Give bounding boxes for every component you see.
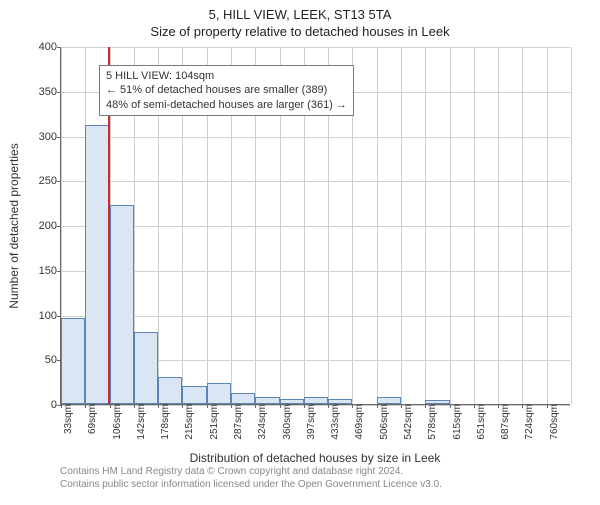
- xtick-label: 287sqm: [231, 404, 244, 440]
- gridline-v: [377, 47, 378, 404]
- xtick-label: 33sqm: [61, 404, 74, 434]
- xtick-label: 433sqm: [328, 404, 341, 440]
- gridline-v: [571, 47, 572, 404]
- histogram-bar: [110, 205, 134, 404]
- histogram-bar: [231, 393, 255, 404]
- gridline-v: [474, 47, 475, 404]
- xtick-label: 724sqm: [522, 404, 535, 440]
- xtick-label: 615sqm: [450, 404, 463, 440]
- ytick-label: 100: [31, 310, 61, 322]
- xtick-label: 142sqm: [134, 404, 147, 440]
- x-axis-label: Distribution of detached houses by size …: [60, 451, 570, 465]
- xtick-label: 106sqm: [110, 404, 123, 440]
- ytick-label: 0: [31, 399, 61, 411]
- xtick-label: 687sqm: [498, 404, 511, 440]
- xtick-label: 324sqm: [255, 404, 268, 440]
- gridline-v: [522, 47, 523, 404]
- chart-container: 5, HILL VIEW, LEEK, ST13 5TA Size of pro…: [0, 5, 600, 505]
- gridline-h: [61, 47, 570, 48]
- xtick-label: 251sqm: [207, 404, 220, 440]
- plot-area: 05010015020025030035040033sqm69sqm106sqm…: [60, 47, 570, 405]
- histogram-bar: [182, 386, 206, 404]
- ytick-label: 350: [31, 86, 61, 98]
- xtick-label: 178sqm: [158, 404, 171, 440]
- xtick-label: 578sqm: [425, 404, 438, 440]
- y-axis-label: Number of detached properties: [7, 126, 21, 326]
- histogram-bar: [328, 399, 352, 404]
- histogram-bar: [377, 397, 401, 404]
- histogram-bar: [280, 399, 304, 404]
- gridline-h: [61, 137, 570, 138]
- footnote: Contains HM Land Registry data © Crown c…: [60, 465, 442, 491]
- ytick-label: 200: [31, 220, 61, 232]
- xtick-label: 215sqm: [182, 404, 195, 440]
- histogram-bar: [85, 125, 109, 404]
- histogram-bar: [425, 400, 449, 404]
- gridline-v: [547, 47, 548, 404]
- gridline-h: [61, 271, 570, 272]
- gridline-v: [425, 47, 426, 404]
- annotation-line2: ← 51% of detached houses are smaller (38…: [106, 83, 347, 97]
- xtick-label: 651sqm: [474, 404, 487, 440]
- chart-title-line1: 5, HILL VIEW, LEEK, ST13 5TA: [0, 7, 600, 22]
- xtick-label: 506sqm: [377, 404, 390, 440]
- histogram-bar: [134, 332, 158, 404]
- ytick-label: 250: [31, 175, 61, 187]
- xtick-label: 69sqm: [85, 404, 98, 434]
- xtick-label: 469sqm: [352, 404, 365, 440]
- footnote-line1: Contains HM Land Registry data © Crown c…: [60, 465, 442, 478]
- xtick-label: 360sqm: [280, 404, 293, 440]
- annotation-box: 5 HILL VIEW: 104sqm← 51% of detached hou…: [99, 65, 354, 116]
- xtick-label: 542sqm: [401, 404, 414, 440]
- xtick-label: 760sqm: [547, 404, 560, 440]
- ytick-label: 400: [31, 41, 61, 53]
- gridline-h: [61, 181, 570, 182]
- gridline-h: [61, 316, 570, 317]
- histogram-bar: [255, 397, 279, 404]
- histogram-bar: [61, 318, 85, 404]
- chart-title-line2: Size of property relative to detached ho…: [0, 24, 600, 39]
- ytick-label: 150: [31, 265, 61, 277]
- histogram-bar: [304, 397, 328, 404]
- gridline-h: [61, 226, 570, 227]
- gridline-v: [498, 47, 499, 404]
- footnote-line2: Contains public sector information licen…: [60, 478, 442, 491]
- ytick-label: 300: [31, 131, 61, 143]
- ytick-label: 50: [31, 354, 61, 366]
- histogram-bar: [158, 377, 182, 404]
- xtick-label: 397sqm: [304, 404, 317, 440]
- annotation-line3: 48% of semi-detached houses are larger (…: [106, 98, 347, 112]
- histogram-bar: [207, 383, 231, 404]
- gridline-v: [401, 47, 402, 404]
- gridline-v: [450, 47, 451, 404]
- annotation-line1: 5 HILL VIEW: 104sqm: [106, 69, 347, 83]
